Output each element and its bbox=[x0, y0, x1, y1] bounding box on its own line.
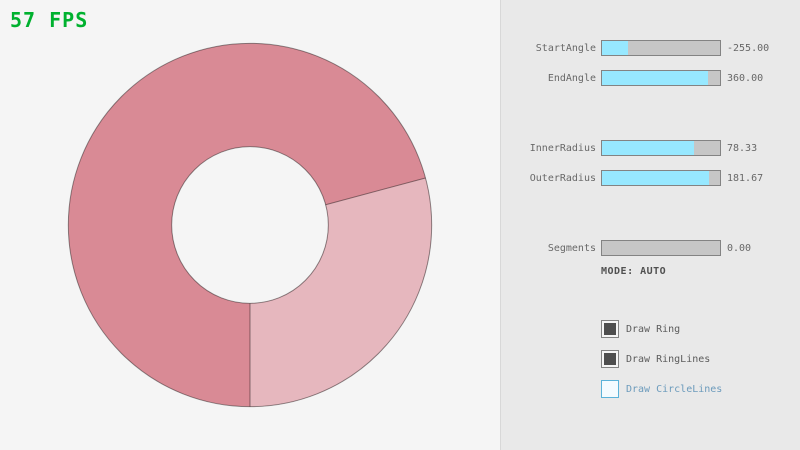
draw-circlelines-checkbox[interactable] bbox=[601, 380, 619, 398]
start-angle-value: -255.00 bbox=[727, 43, 770, 54]
inner-radius-value: 78.33 bbox=[727, 143, 758, 154]
checkbox-row-draw-ring: Draw Ring bbox=[601, 320, 800, 338]
draw-ringlines-label: Draw RingLines bbox=[626, 354, 711, 365]
segments-slider[interactable] bbox=[601, 240, 721, 256]
segments-value: 0.00 bbox=[727, 243, 752, 254]
draw-ring-checkbox[interactable] bbox=[601, 320, 619, 338]
outer-radius-slider[interactable] bbox=[601, 170, 721, 186]
ring-single-region bbox=[250, 177, 432, 407]
draw-ring-label: Draw Ring bbox=[626, 324, 681, 335]
slider-row-outer-radius: OuterRadius 181.67 bbox=[501, 170, 800, 186]
end-angle-slider-fill bbox=[602, 71, 709, 85]
outer-radius-label: OuterRadius bbox=[529, 173, 596, 184]
slider-row-start-angle: StartAngle -255.00 bbox=[501, 40, 800, 56]
draw-ringlines-checkbox[interactable] bbox=[601, 350, 619, 368]
donut-ring-canvas bbox=[67, 42, 433, 408]
start-angle-slider-fill bbox=[602, 41, 628, 55]
slider-row-end-angle: EndAngle 360.00 bbox=[501, 70, 800, 86]
outer-radius-slider-fill bbox=[602, 171, 710, 185]
checkmark-fill-icon bbox=[604, 323, 616, 335]
inner-radius-slider[interactable] bbox=[601, 140, 721, 156]
slider-row-segments: Segments 0.00 bbox=[501, 240, 800, 256]
slider-row-inner-radius: InnerRadius 78.33 bbox=[501, 140, 800, 156]
start-angle-slider[interactable] bbox=[601, 40, 721, 56]
fps-counter: 57 FPS bbox=[10, 8, 89, 32]
ring-radial-line bbox=[325, 177, 426, 206]
inner-radius-label: InnerRadius bbox=[529, 143, 596, 154]
end-angle-slider[interactable] bbox=[601, 70, 721, 86]
end-angle-value: 360.00 bbox=[727, 73, 764, 84]
inner-radius-slider-fill bbox=[602, 141, 695, 155]
mode-text: MODE: AUTO bbox=[601, 266, 667, 277]
ring-outer-line bbox=[67, 42, 433, 408]
ring-inner-line bbox=[171, 146, 329, 304]
checkbox-row-draw-ringlines: Draw RingLines bbox=[601, 350, 800, 368]
end-angle-label: EndAngle bbox=[547, 73, 596, 84]
start-angle-label: StartAngle bbox=[535, 43, 596, 54]
checkbox-row-draw-circlelines: Draw CircleLines bbox=[601, 380, 800, 398]
checkmark-fill-icon bbox=[604, 353, 616, 365]
control-panel: StartAngle -255.00 EndAngle 360.00 Inner… bbox=[500, 0, 800, 450]
segments-label: Segments bbox=[547, 243, 596, 254]
outer-radius-value: 181.67 bbox=[727, 173, 764, 184]
draw-circlelines-label: Draw CircleLines bbox=[626, 384, 723, 395]
